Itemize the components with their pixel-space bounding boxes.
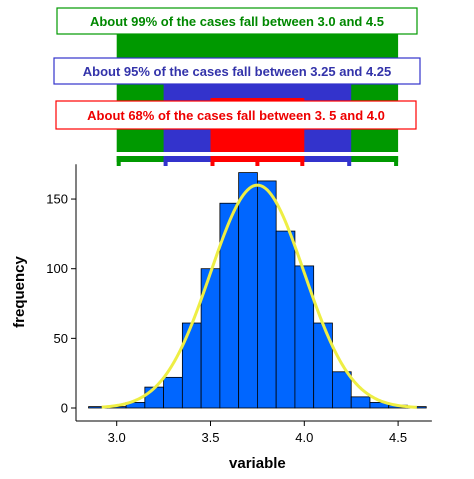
y-tick-label-0: 0	[61, 401, 68, 416]
x-tick-label-2: 4.0	[295, 430, 313, 445]
histogram-bar-3	[144, 386, 164, 409]
y-tick-label-2: 100	[46, 261, 68, 276]
band-99-label: About 99% of the cases fall between 3.0 …	[90, 14, 384, 29]
histogram-bar-7	[219, 202, 240, 409]
x-tick-label-1: 3.5	[201, 430, 219, 445]
bracket-95-left-tick	[163, 156, 168, 166]
band-68-label: About 68% of the cases fall between 3. 5…	[87, 108, 385, 123]
histogram-bar-4	[163, 376, 183, 409]
band-95-label-box: About 95% of the cases fall between 3.25…	[53, 57, 421, 85]
histogram-bar-8	[238, 172, 258, 409]
y-tick-label-3: 150	[46, 192, 68, 207]
bracket-95-right-tick	[347, 156, 352, 166]
bracket-68-right-tick	[300, 156, 305, 166]
band-99-label-frame	[56, 7, 418, 35]
histogram-bar-10	[275, 230, 296, 409]
bracket-68-left-tick	[210, 156, 215, 166]
histogram-bar-12	[313, 322, 333, 409]
band-68-label-frame	[55, 100, 417, 130]
band-99-label-box: About 99% of the cases fall between 3.0 …	[56, 7, 418, 35]
x-tick-label-0: 3.0	[108, 430, 126, 445]
axes: 0 50 100 150 3.0 3.5 4.0 4.5 variable frequency	[11, 164, 432, 472]
x-tick-label-3: 4.5	[389, 430, 407, 445]
y-tick-label-1: 50	[54, 331, 68, 346]
plot-area	[88, 172, 427, 409]
x-axis-title: variable	[229, 455, 286, 472]
band-95-label-frame	[53, 57, 421, 85]
bracket-99-left-tick	[116, 156, 121, 166]
band-68-label-box: About 68% of the cases fall between 3. 5…	[55, 100, 417, 130]
bracket-99-right-tick	[394, 156, 399, 166]
histogram-bar-14	[350, 396, 371, 409]
histogram-bar-5	[181, 322, 202, 409]
histogram-bar-13	[332, 371, 352, 409]
histogram-bar-9	[256, 180, 277, 409]
bands-layer: About 99% of the cases fall between 3.0 …	[53, 7, 421, 166]
y-axis-title: frequency	[11, 256, 28, 328]
bracket-center-tick	[255, 156, 260, 166]
normal-curve	[101, 183, 417, 409]
band-95-label: About 95% of the cases fall between 3.25…	[83, 64, 392, 79]
